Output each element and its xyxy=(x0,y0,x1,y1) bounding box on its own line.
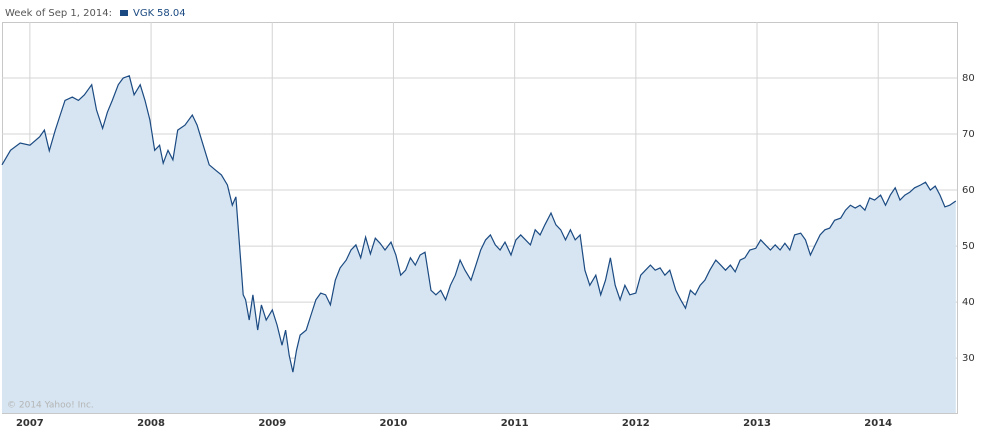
legend-value: 58.04 xyxy=(157,8,186,19)
x-tick-label: 2007 xyxy=(16,418,44,429)
legend-swatch xyxy=(120,10,128,16)
legend-name: VGK xyxy=(133,8,155,19)
area xyxy=(2,75,956,414)
x-tick-label: 2008 xyxy=(137,418,165,429)
header: Week of Sep 1, 2014: xyxy=(5,8,112,19)
y-tick-label: 50 xyxy=(962,241,975,252)
x-tick-label: 2012 xyxy=(622,418,650,429)
x-tick-label: 2009 xyxy=(258,418,286,429)
y-tick-label: 70 xyxy=(962,129,975,140)
x-tick-label: 2010 xyxy=(380,418,408,429)
copyright: © 2014 Yahoo! Inc. xyxy=(7,401,94,411)
x-tick-label: 2013 xyxy=(743,418,771,429)
y-tick-label: 30 xyxy=(962,353,975,364)
x-tick-label: 2011 xyxy=(501,418,529,429)
line xyxy=(1,75,957,373)
y-tick-label: 40 xyxy=(962,297,975,308)
y-tick-label: 60 xyxy=(962,185,975,196)
y-tick-label: 80 xyxy=(962,73,975,84)
x-tick-label: 2014 xyxy=(864,418,892,429)
